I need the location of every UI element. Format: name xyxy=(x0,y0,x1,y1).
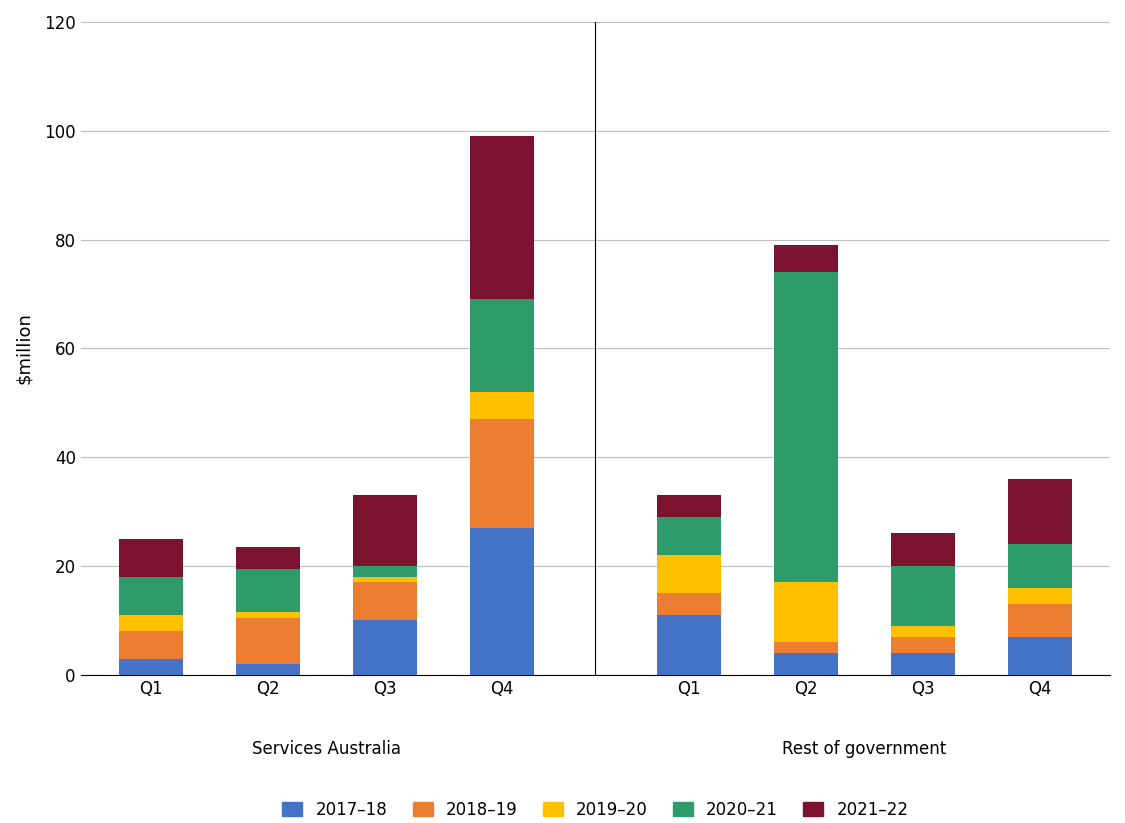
Bar xyxy=(236,612,300,618)
Bar xyxy=(469,419,534,528)
Bar xyxy=(891,637,955,653)
Bar xyxy=(352,566,417,577)
Bar xyxy=(119,577,183,615)
Bar xyxy=(657,556,721,593)
Bar xyxy=(774,653,838,675)
Y-axis label: $million: $million xyxy=(15,313,33,384)
Bar xyxy=(891,533,955,566)
Bar xyxy=(119,658,183,675)
Text: Rest of government: Rest of government xyxy=(782,740,946,758)
Bar xyxy=(236,547,300,569)
Bar xyxy=(469,392,534,419)
Bar xyxy=(1008,604,1072,637)
Bar xyxy=(657,517,721,556)
Bar xyxy=(236,618,300,664)
Bar xyxy=(1008,588,1072,604)
Legend: 2017–18, 2018–19, 2019–20, 2020–21, 2021–22: 2017–18, 2018–19, 2019–20, 2020–21, 2021… xyxy=(276,794,915,823)
Bar xyxy=(469,300,534,392)
Bar xyxy=(119,631,183,658)
Bar xyxy=(236,664,300,675)
Bar xyxy=(891,626,955,637)
Bar xyxy=(657,615,721,675)
Bar xyxy=(1008,544,1072,588)
Bar xyxy=(657,495,721,517)
Bar xyxy=(352,583,417,621)
Bar xyxy=(119,615,183,631)
Bar xyxy=(469,137,534,300)
Bar xyxy=(352,577,417,583)
Bar xyxy=(236,569,300,612)
Bar xyxy=(891,653,955,675)
Bar xyxy=(774,272,838,583)
Bar xyxy=(774,642,838,653)
Bar xyxy=(469,528,534,675)
Bar xyxy=(1008,637,1072,675)
Bar xyxy=(352,621,417,675)
Bar xyxy=(774,583,838,642)
Bar xyxy=(119,539,183,577)
Bar xyxy=(352,495,417,566)
Bar xyxy=(657,593,721,615)
Bar xyxy=(891,566,955,626)
Text: Services Australia: Services Australia xyxy=(252,740,400,758)
Bar xyxy=(774,245,838,272)
Bar xyxy=(1008,479,1072,544)
